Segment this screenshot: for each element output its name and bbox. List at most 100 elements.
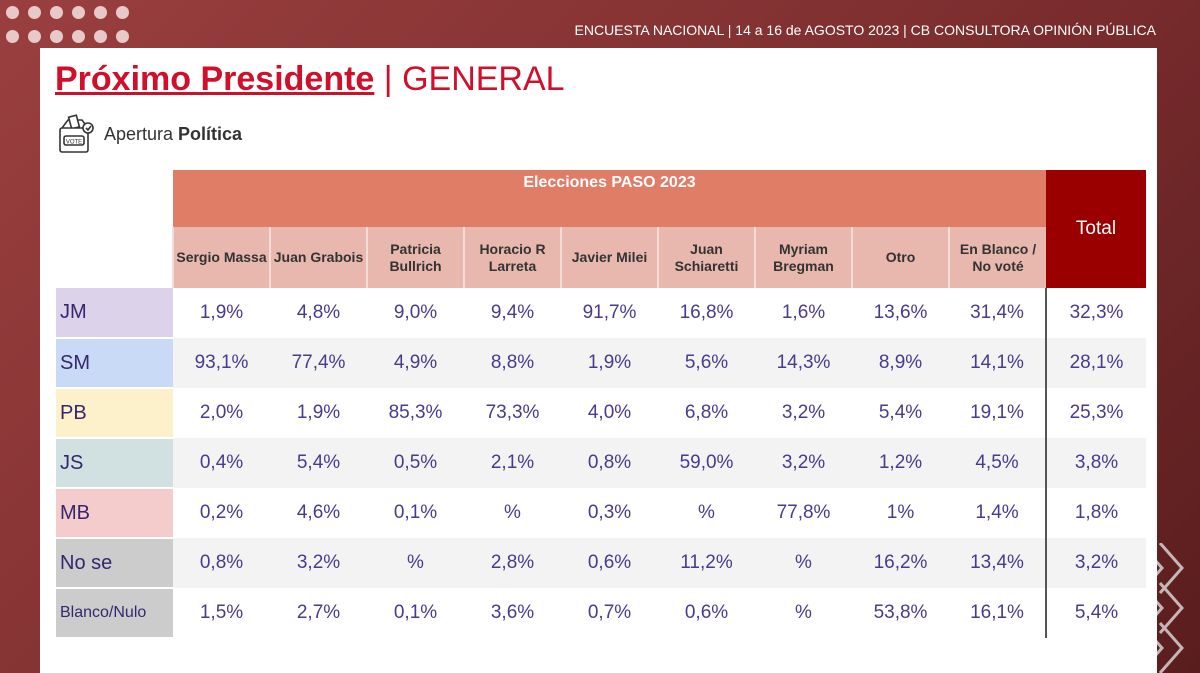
decorative-dots (6, 6, 130, 43)
row-label: JM (56, 288, 173, 339)
value-cell: 1,4% (975, 502, 1019, 523)
value-cell: 31,4% (970, 302, 1024, 323)
value-cell: % (795, 602, 812, 623)
value-cell: % (367, 538, 464, 588)
value-cell: 91,7% (582, 302, 637, 323)
value-cell: 2,1% (464, 438, 561, 488)
row-label: SM (56, 338, 173, 389)
column-header: Otro (851, 227, 949, 288)
value-cell: 1,9% (199, 302, 244, 323)
value-cell: 0,5% (367, 438, 464, 488)
slide-panel: Próximo Presidente | GENERAL VOTE Apertu… (40, 48, 1157, 673)
total-cell: 25,3% (1045, 388, 1146, 438)
value-cell: 0,7% (587, 602, 632, 623)
value-cell: 2,7% (296, 602, 341, 623)
results-table: Elecciones PASO 2023 Total Sergio Massa J… (56, 170, 1146, 639)
value-cell: 0,6% (561, 538, 658, 588)
value-cell: 1,9% (561, 338, 658, 388)
value-cell: 16,1% (970, 602, 1024, 623)
value-cell: 5,6% (658, 338, 755, 388)
value-cell: 0,2% (199, 502, 244, 523)
value-cell: 53,8% (873, 602, 928, 623)
total-cell: 1,8% (1045, 488, 1146, 538)
total-cell: 32,3% (1045, 288, 1146, 338)
column-header: Juan Schiaretti (657, 227, 755, 288)
value-cell: 0,8% (173, 538, 270, 588)
value-cell: 4,8% (296, 302, 341, 323)
value-cell: 1,2% (852, 438, 949, 488)
total-cell: 28,1% (1045, 338, 1146, 388)
row-label: JS (56, 438, 173, 489)
value-cell: 3,2% (270, 538, 367, 588)
value-cell: 85,3% (388, 402, 443, 423)
subtitle-bold: Política (178, 123, 243, 144)
table-row: No se 0,8% 3,2%% 2,8% 0,6% 11,2%% 16,2% 13,4% 3,… (56, 538, 1146, 589)
value-cell: 4,0% (587, 402, 632, 423)
table-row: SM 93,1% 77,4% 4,9% 8,8% 1,9% 5,6% 14,3% 8,9% 14,… (56, 338, 1146, 389)
value-cell: 2,8% (464, 538, 561, 588)
value-cell: 3,2% (755, 438, 852, 488)
total-cell: 5,4% (1045, 588, 1146, 638)
value-cell: 5,4% (878, 402, 923, 423)
value-cell: 5,4% (270, 438, 367, 488)
title-suffix: GENERAL (402, 60, 565, 98)
value-cell: 14,1% (949, 338, 1046, 388)
value-cell: 0,1% (393, 502, 438, 523)
table-row: JS 0,4% 5,4% 0,5% 2,1% 0,8% 59,0% 3,2% 1,2% 4,5% 3… (56, 438, 1146, 489)
corner-cell (56, 170, 173, 227)
row-label: Blanco/Nulo (56, 588, 173, 639)
value-cell: % (755, 538, 852, 588)
corner-cell (56, 227, 173, 288)
subtitle-normal: Apertura (104, 123, 179, 144)
value-cell: 8,8% (464, 338, 561, 388)
value-cell: 0,3% (587, 502, 632, 523)
table-row: Blanco/Nulo 1,5% 2,7% 0,1% 3,6% 0,7% 0,6%% 53,8… (56, 588, 1146, 639)
value-cell: 13,4% (949, 538, 1046, 588)
value-cell: 77,8% (776, 502, 831, 523)
row-label: MB (56, 488, 173, 539)
group-header: Elecciones PASO 2023 (173, 170, 1046, 227)
value-cell: 4,9% (367, 338, 464, 388)
value-cell: 16,8% (679, 302, 734, 323)
table-row: JM 1,9% 4,8% 9,0% 9,4% 91,7% 16,8% 1,6% 13,6% 31,… (56, 288, 1146, 339)
column-header: Juan Grabois (269, 227, 367, 288)
value-cell: 1,5% (199, 602, 244, 623)
value-cell: 0,6% (684, 602, 729, 623)
svg-text:VOTE: VOTE (66, 140, 82, 146)
total-header: Total (1046, 170, 1146, 288)
value-cell: 8,9% (852, 338, 949, 388)
column-header: Myriam Bregman (754, 227, 852, 288)
value-cell: 4,6% (296, 502, 341, 523)
table-row: MB 0,2% 4,6% 0,1%% 0,3%% 77,8% 1% 1,4% 1,8% (56, 488, 1146, 539)
value-cell: 1,9% (296, 402, 341, 423)
value-cell: 11,2% (658, 538, 755, 588)
total-cell: 3,2% (1045, 538, 1146, 588)
value-cell: 0,8% (561, 438, 658, 488)
page-title: Próximo Presidente | GENERAL (55, 60, 565, 99)
column-header: Javier Milei (560, 227, 658, 288)
value-cell: 16,2% (852, 538, 949, 588)
value-cell: 2,0% (199, 402, 244, 423)
value-cell: % (698, 502, 715, 523)
ballot-box-icon: VOTE (59, 114, 94, 153)
subtitle: VOTE Apertura Política (56, 114, 242, 154)
title-main: Próximo Presidente (55, 60, 375, 98)
value-cell: 14,3% (755, 338, 852, 388)
value-cell: 3,2% (781, 402, 826, 423)
column-header: En Blanco / No voté (948, 227, 1046, 288)
value-cell: 0,1% (393, 602, 438, 623)
row-label: PB (56, 388, 173, 439)
value-cell: 13,6% (873, 302, 928, 323)
value-cell: 4,5% (949, 438, 1046, 488)
value-cell: 3,6% (490, 602, 535, 623)
column-header: Patricia Bullrich (366, 227, 464, 288)
value-cell: 19,1% (970, 402, 1024, 423)
table-row: PB 2,0% 1,9% 85,3% 73,3% 4,0% 6,8% 3,2% 5,4% 19,1… (56, 388, 1146, 439)
value-cell: % (504, 502, 521, 523)
value-cell: 9,4% (490, 302, 535, 323)
title-separator: | (374, 60, 403, 98)
value-cell: 0,4% (173, 438, 270, 488)
value-cell: 1% (886, 502, 915, 523)
column-header: Sergio Massa (172, 227, 270, 288)
value-cell: 93,1% (173, 338, 270, 388)
